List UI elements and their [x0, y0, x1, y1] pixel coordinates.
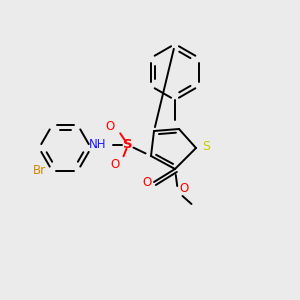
Text: O: O	[179, 182, 189, 194]
Text: S: S	[123, 139, 133, 152]
Text: NH: NH	[89, 139, 107, 152]
Text: Br: Br	[32, 164, 46, 177]
Text: O: O	[142, 176, 152, 188]
Text: O: O	[105, 119, 115, 133]
Text: S: S	[202, 140, 210, 152]
Text: O: O	[110, 158, 120, 170]
